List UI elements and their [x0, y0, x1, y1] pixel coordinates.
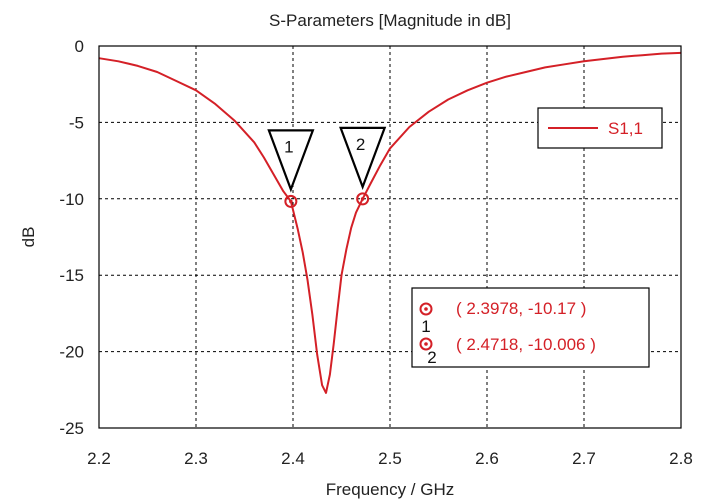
- x-tick-label: 2.5: [378, 449, 402, 468]
- marker-1-center: [289, 199, 293, 204]
- legend: S1,1: [537, 107, 663, 149]
- x-tick-label: 2.7: [572, 449, 596, 468]
- y-tick-label: -25: [59, 419, 84, 438]
- y-tick-label: -5: [69, 113, 84, 132]
- readout-marker-1-number: 1: [421, 317, 430, 336]
- x-tick-label: 2.2: [87, 449, 111, 468]
- x-tick-label: 2.3: [184, 449, 208, 468]
- y-tick-label: -10: [59, 190, 84, 209]
- plot-frame: [98, 45, 682, 429]
- marker-readout-box: [411, 287, 650, 368]
- y-tick-labels: 0 -5 -10 -15 -20 -25: [59, 37, 84, 438]
- legend-label-s11: S1,1: [608, 119, 643, 138]
- marker-1-point: [284, 194, 298, 208]
- readout-marker-2-number: 2: [427, 348, 436, 367]
- x-tick-label: 2.6: [475, 449, 499, 468]
- marker-1-flag: [267, 129, 315, 193]
- series-line-s11: [98, 51, 682, 394]
- x-tick-label: 2.8: [669, 449, 693, 468]
- y-tick-label: -20: [59, 343, 84, 362]
- marker-readout: 1 ( 2.3978, -10.17 ) 2 ( 2.4718, -10.006…: [411, 287, 650, 368]
- marker-2-flag: [339, 126, 387, 191]
- series-layer: [98, 51, 682, 394]
- chart-title: S-Parameters [Magnitude in dB]: [269, 11, 511, 30]
- readout-marker-2-dot: [424, 342, 428, 346]
- readout-marker-2-icon: [419, 337, 433, 351]
- y-tick-label: -15: [59, 266, 84, 285]
- readout-marker-1-dot: [424, 307, 428, 311]
- y-axis-label: dB: [19, 227, 38, 248]
- x-axis-label: Frequency / GHz: [326, 480, 455, 499]
- marker-2-label: 2: [356, 135, 365, 154]
- marker-2-center: [360, 197, 365, 201]
- y-tick-label: 0: [75, 37, 84, 56]
- grid: [99, 46, 681, 428]
- marker-2-point: [356, 192, 370, 206]
- x-tick-labels: 2.2 2.3 2.4 2.5 2.6 2.7 2.8: [87, 449, 693, 468]
- marker-1-label: 1: [284, 137, 293, 156]
- readout-marker-1-value: ( 2.3978, -10.17 ): [456, 299, 586, 318]
- readout-marker-1-icon: [419, 302, 433, 316]
- readout-marker-2-value: ( 2.4718, -10.006 ): [456, 335, 596, 354]
- x-tick-label: 2.4: [281, 449, 305, 468]
